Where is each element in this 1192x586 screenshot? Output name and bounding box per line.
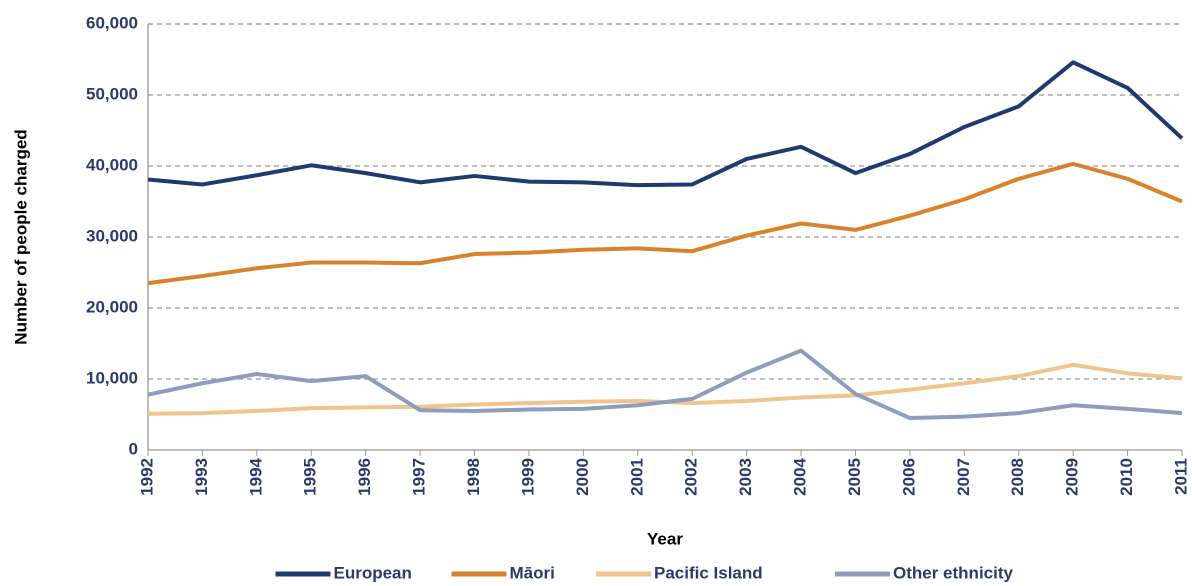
y-tick-label: 60,000 [86,13,138,32]
legend-label: Other ethnicity [893,563,1014,582]
x-tick-label: 2004 [791,457,810,495]
y-tick-label: 40,000 [86,155,138,174]
x-tick-label: 2000 [573,458,592,496]
y-tick-label: 50,000 [86,84,138,103]
x-tick-label: 1999 [518,458,537,496]
x-tick-label: 2005 [845,458,864,496]
x-tick-label: 1997 [410,458,429,496]
y-tick-label: 0 [129,439,138,458]
x-tick-label: 1992 [137,458,156,496]
legend-label: Pacific Island [654,563,763,582]
x-tick-label: 2003 [736,458,755,496]
series-line [147,362,1183,416]
x-tick-label: 2001 [627,458,646,496]
y-tick-label: 30,000 [86,226,138,245]
x-tick-label: 1994 [246,457,265,495]
y-tick-label: 20,000 [86,297,138,316]
x-tick-label: 1993 [192,458,211,496]
x-tick-label: 2008 [1008,458,1027,496]
series-line [147,60,1184,188]
y-axis-title: Number of people charged [11,129,30,344]
x-tick-label: 2007 [954,458,973,496]
x-axis-title: Year [647,529,683,548]
series-line [147,348,1183,421]
y-tick-label: 10,000 [86,368,138,387]
x-tick-label: 1998 [464,458,483,496]
x-tick-label: 1995 [301,458,320,496]
x-tick-label: 2006 [899,458,918,496]
x-tick-label: 1996 [355,458,374,496]
legend-label: European [334,563,412,582]
series-line [147,161,1183,286]
x-tick-label: 2002 [682,458,701,496]
legend-label: Māori [510,563,555,582]
x-tick-label: 2009 [1063,458,1082,496]
x-tick-label: 2010 [1117,458,1136,496]
x-tick-label: 2011 [1171,458,1190,495]
